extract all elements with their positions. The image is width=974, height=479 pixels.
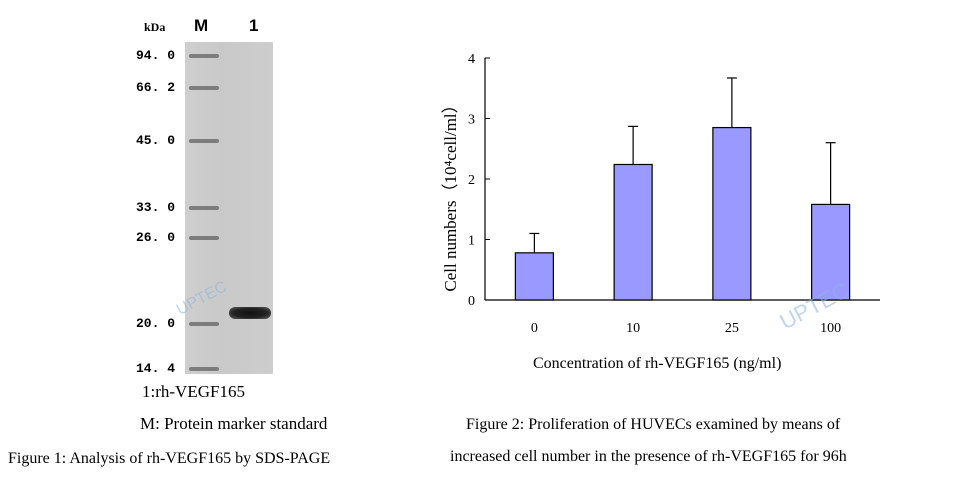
ladder-band [189, 206, 219, 210]
figure-2-caption-line-1: Figure 2: Proliferation of HUVECs examin… [466, 416, 841, 433]
figure-1-caption: Figure 1: Analysis of rh-VEGF165 by SDS-… [8, 450, 331, 467]
ladder-band [189, 367, 219, 371]
x-tick-label: 25 [725, 321, 739, 336]
marker-weight-labels: 94. 0 66. 2 45. 0 33. 0 26. 0 20. 0 14. 4 [130, 8, 186, 378]
lane-1-label: 1 [249, 16, 259, 35]
marker-weight-label: 20. 0 [136, 316, 176, 331]
x-tick-label: 10 [626, 321, 640, 336]
x-axis-title: Concentration of rh-VEGF165 (ng/ml) [533, 355, 782, 372]
y-tick-label: 3 [468, 113, 475, 128]
marker-weight-label: 14. 4 [136, 361, 176, 376]
lane-m-label: M [194, 16, 209, 35]
marker-weight-label: 26. 0 [136, 230, 176, 245]
gel-image [185, 42, 273, 374]
sds-page-gel-figure: kDa M 1 94. 0 66. 2 45. 0 33. 0 26. 0 20. 0 14… [130, 8, 280, 378]
x-tick-label: 100 [820, 321, 841, 336]
marker-weight-label: 33. 0 [136, 200, 176, 215]
y-tick-label: 2 [468, 173, 475, 188]
bar [514, 252, 554, 301]
marker-weight-label: 94. 0 [136, 48, 176, 63]
ladder-band [189, 54, 219, 58]
ladder-band [189, 322, 219, 326]
bar [811, 203, 851, 301]
lane-1-legend: 1:rh-VEGF165 [142, 382, 245, 401]
ladder-band [189, 139, 219, 143]
marker-weight-label: 45. 0 [136, 133, 176, 148]
y-tick-label: 1 [468, 234, 475, 249]
ladder-band [189, 236, 219, 240]
bar [613, 163, 653, 301]
kda-unit-label: kDa [144, 20, 166, 34]
marker-weight-label: 66. 2 [136, 80, 176, 95]
x-tick-label: 0 [531, 321, 538, 336]
bar [712, 126, 752, 301]
sample-band-rh-vegf165 [229, 307, 271, 319]
figure-2-caption-line-2: increased cell number in the presence of… [450, 448, 847, 465]
y-tick-label: 4 [468, 52, 475, 67]
y-axis-title: Cell numbers（10⁴cell/ml） [441, 96, 460, 291]
y-tick-label: 0 [468, 294, 475, 309]
marker-legend: M: Protein marker standard [140, 414, 328, 433]
ladder-band [189, 86, 219, 90]
